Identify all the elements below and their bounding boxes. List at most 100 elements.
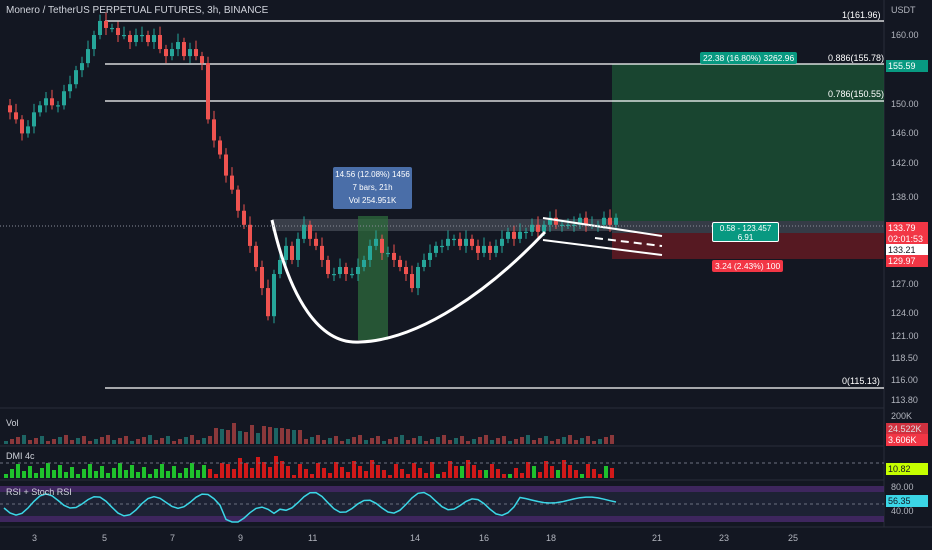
date-tick: 7 (170, 533, 176, 543)
volume-bar (466, 441, 470, 444)
candle-body (104, 20, 108, 28)
candle-body (536, 224, 540, 232)
dmi-bar (148, 474, 152, 478)
candle-body (314, 238, 318, 246)
price-tick: 138.00 (891, 192, 919, 202)
date-tick: 16 (479, 533, 490, 543)
dmi-bar (292, 475, 296, 478)
dmi-bar (436, 474, 440, 478)
volume-bar (406, 440, 410, 444)
volume-bar (178, 439, 182, 444)
volume-bar (544, 436, 548, 444)
dmi-bar (70, 467, 74, 478)
dmi-bar (574, 470, 578, 478)
dmi-bar (106, 473, 110, 478)
rr-box[interactable]: 0.58 - 123.457 6.91 (712, 222, 779, 242)
rsi-tick-80: 80.00 (891, 482, 914, 492)
candle-body (152, 35, 156, 43)
volume-bar (88, 441, 92, 444)
volume-bar (316, 435, 320, 444)
dmi-bar (490, 464, 494, 478)
dmi-bar (4, 474, 8, 478)
volume-bar (136, 439, 140, 444)
dmi-bar (286, 466, 290, 478)
volume-bar (340, 441, 344, 444)
price-tick: 146.00 (891, 128, 919, 138)
date-tick: 14 (410, 533, 421, 543)
volume-scale: 200K (891, 411, 913, 421)
dmi-bar (40, 468, 44, 478)
candle-body (260, 266, 264, 289)
volume-value-1: 24.522K (886, 423, 928, 435)
volume-bar (214, 428, 218, 444)
volume-bar (40, 436, 44, 444)
candle-body (248, 224, 252, 246)
dmi-bar (262, 462, 266, 478)
cup-curve[interactable] (270, 219, 547, 344)
resistance-band[interactable] (272, 219, 612, 231)
dmi-bar (592, 469, 596, 478)
candle-body (614, 217, 618, 225)
candle-body (158, 35, 162, 50)
target-label[interactable]: 22.38 (16.80%) 3262.96 (700, 52, 798, 64)
candle-body (290, 245, 294, 260)
dmi-bar (94, 471, 98, 478)
candle-body (14, 112, 18, 120)
volume-bar (388, 439, 392, 444)
dmi-bar (472, 465, 476, 478)
flag-top-line[interactable] (542, 217, 663, 237)
candle-body (278, 259, 282, 275)
dmi-bar (88, 464, 92, 478)
dmi-bar (496, 469, 500, 478)
volume-bar (148, 435, 152, 444)
symbol-title[interactable]: Monero / TetherUS PERPETUAL FUTURES, 3h,… (6, 5, 269, 16)
profit-zone[interactable] (612, 64, 884, 221)
candle-body (92, 35, 96, 50)
dmi-bar (316, 463, 320, 478)
dmi-bar (364, 471, 368, 478)
dmi-bar (550, 466, 554, 478)
volume-title[interactable]: Vol (6, 418, 19, 428)
dmi-bar (190, 463, 194, 478)
candle-body (482, 245, 486, 253)
stop-label[interactable]: 3.24 (2.43%) 100 (712, 260, 784, 272)
candle-body (338, 266, 342, 275)
volume-bar (394, 437, 398, 444)
volume-bar (250, 425, 254, 444)
dmi-bar (322, 468, 326, 478)
volume-bar (16, 437, 20, 444)
candle-body (296, 238, 300, 260)
candle-body (506, 231, 510, 239)
candle-body (440, 245, 444, 248)
dmi-bar (370, 460, 374, 478)
volume-bar (166, 436, 170, 444)
volume-bar (538, 438, 542, 444)
volume-bar (514, 439, 518, 444)
candle-body (302, 224, 306, 239)
dmi-bar (448, 461, 452, 478)
dmi-bar (460, 466, 464, 478)
dmi-bar (340, 467, 344, 478)
measure-box[interactable]: 14.56 (12.08%) 1456 7 bars, 21h Vol 254.… (333, 167, 412, 209)
volume-bar (376, 436, 380, 444)
measure-highlight[interactable] (358, 216, 388, 340)
flag-breakout-line[interactable] (594, 237, 663, 247)
dmi-bar (28, 466, 32, 478)
candle-body (8, 105, 12, 113)
date-tick: 3 (32, 533, 38, 543)
candle-body (566, 224, 570, 227)
volume-bar (358, 435, 362, 444)
rsi-title[interactable]: RSI + Stoch RSI (6, 487, 72, 497)
volume-bar (400, 435, 404, 444)
candle-body (26, 126, 30, 134)
volume-bar (76, 438, 80, 444)
dmi-bar (382, 470, 386, 478)
candle-body (236, 189, 240, 211)
date-tick: 9 (238, 533, 244, 543)
dmi-title[interactable]: DMI 4c (6, 451, 35, 461)
volume-bar (172, 441, 176, 444)
flag-bottom-line[interactable] (542, 239, 663, 256)
candle-body (386, 252, 390, 255)
dmi-bar (46, 463, 50, 478)
